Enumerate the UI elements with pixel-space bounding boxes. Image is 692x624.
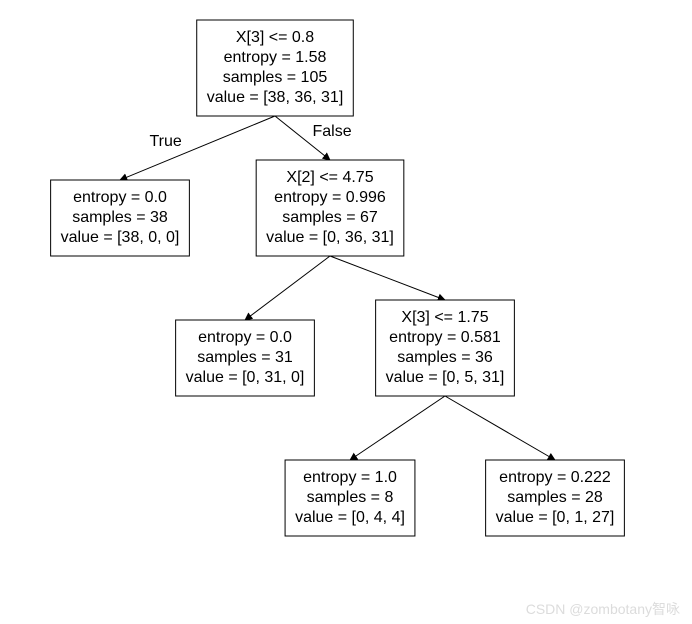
node-n0-line-3: value = [38, 36, 31] — [207, 89, 344, 106]
node-n4-line-3: value = [0, 5, 31] — [386, 369, 505, 386]
node-n2-line-1: entropy = 0.996 — [274, 189, 386, 206]
edge-n0-n1 — [120, 116, 275, 180]
tree-node-n3: entropy = 0.0 samples = 31 value = [0, 31,… — [176, 320, 315, 396]
node-n5-line-1: samples = 8 — [307, 489, 394, 506]
tree-node-n1: entropy = 0.0 samples = 38 value = [38, 0,… — [51, 180, 190, 256]
edge-n2-n4 — [330, 256, 445, 300]
tree-node-n5: entropy = 1.0 samples = 8 value = [0, 4, 4… — [285, 460, 415, 536]
node-n0-line-1: entropy = 1.58 — [224, 49, 327, 66]
tree-node-n6: entropy = 0.222 samples = 28 value = [0, 1… — [486, 460, 625, 536]
node-n6-line-2: value = [0, 1, 27] — [496, 509, 615, 526]
node-n5-line-2: value = [0, 4, 4] — [295, 509, 405, 526]
edge-label-false: False — [313, 123, 352, 140]
tree-node-n4: X[3] <= 1.75 entropy = 0.581 samples = 36 v… — [376, 300, 515, 396]
node-n3-line-1: samples = 31 — [197, 349, 293, 366]
node-n3-line-2: value = [0, 31, 0] — [186, 369, 305, 386]
node-n2-line-3: value = [0, 36, 31] — [266, 229, 394, 246]
node-n0-line-0: X[3] <= 0.8 — [236, 29, 314, 46]
node-n3-line-0: entropy = 0.0 — [198, 329, 292, 346]
node-n6-line-0: entropy = 0.222 — [499, 469, 611, 486]
node-n5-line-0: entropy = 1.0 — [303, 469, 397, 486]
tree-nodes: X[3] <= 0.8 entropy = 1.58 samples = 105 va… — [51, 20, 625, 536]
node-n4-line-2: samples = 36 — [397, 349, 493, 366]
edge-n2-n3 — [245, 256, 330, 320]
node-n1-line-1: samples = 38 — [72, 209, 168, 226]
node-n0-line-2: samples = 105 — [223, 69, 328, 86]
tree-node-n2: X[2] <= 4.75 entropy = 0.996 samples = 67 v… — [256, 160, 404, 256]
edge-n4-n6 — [445, 396, 555, 460]
node-n1-line-2: value = [38, 0, 0] — [61, 229, 180, 246]
node-n2-line-2: samples = 67 — [282, 209, 378, 226]
node-n4-line-0: X[3] <= 1.75 — [401, 309, 488, 326]
node-n2-line-0: X[2] <= 4.75 — [286, 169, 373, 186]
node-n6-line-1: samples = 28 — [507, 489, 603, 506]
node-n4-line-1: entropy = 0.581 — [389, 329, 501, 346]
decision-tree-diagram: True False X[3] <= 0.8 entropy = 1.58 sample… — [0, 0, 692, 624]
edge-label-true: True — [150, 133, 182, 150]
tree-node-n0: X[3] <= 0.8 entropy = 1.58 samples = 105 va… — [197, 20, 354, 116]
watermark-text: CSDN @zombotany智咏 — [526, 601, 680, 617]
node-n1-line-0: entropy = 0.0 — [73, 189, 167, 206]
edge-n4-n5 — [350, 396, 445, 460]
